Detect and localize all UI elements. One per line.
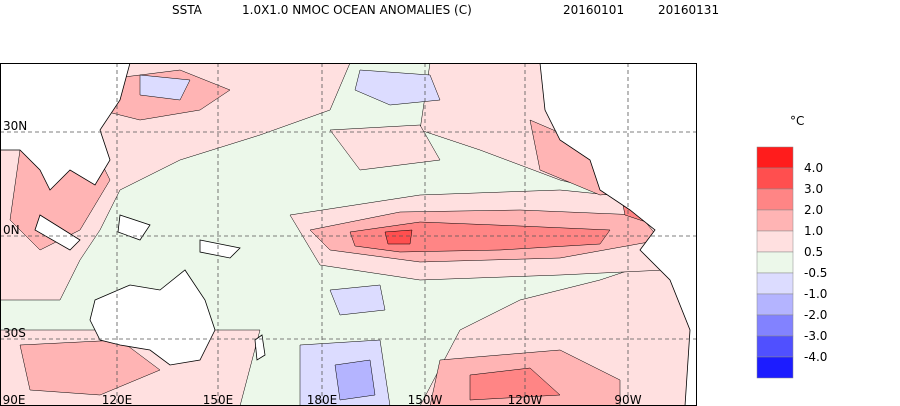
lon-label: 180E: [307, 393, 338, 406]
legend-swatch: [756, 251, 794, 274]
lon-label: 150W: [408, 393, 443, 406]
legend-label: 1.0: [804, 224, 823, 238]
axis-labels: 30N 0N 30S 90E 120E 150E 180E 150W 120W 90W: [3, 119, 642, 406]
grid: [0, 63, 697, 406]
legend-swatch: [756, 272, 794, 295]
legend-label: -4.0: [804, 350, 827, 364]
legend-label: 3.0: [804, 182, 823, 196]
lon-label: 120E: [102, 393, 133, 406]
map-title: 1.0X1.0 NMOC OCEAN ANOMALIES (C): [242, 3, 472, 17]
lon-label: 150E: [203, 393, 234, 406]
legend-swatch: [756, 230, 794, 253]
legend-swatch: [756, 293, 794, 316]
lat-label: 30N: [3, 119, 27, 133]
legend-label: -2.0: [804, 308, 827, 322]
title-row: SSTA 1.0X1.0 NMOC OCEAN ANOMALIES (C) 20…: [172, 3, 719, 17]
legend-label: -3.0: [804, 329, 827, 343]
lon-label: 90W: [614, 393, 641, 406]
legend-unit: °C: [790, 114, 804, 128]
legend-swatch: [756, 188, 794, 211]
field-name: SSTA: [172, 3, 203, 17]
lat-label: 30S: [3, 326, 26, 340]
legend-swatch: [756, 335, 794, 358]
start-date: 20160101: [563, 3, 624, 17]
legend-label: 2.0: [804, 203, 823, 217]
legend-swatch: [756, 356, 794, 379]
lon-label: 120W: [508, 393, 543, 406]
end-date: 20160131: [658, 3, 719, 17]
legend-swatch: [756, 209, 794, 232]
lon-label: 90E: [3, 393, 26, 406]
legend-swatch: [756, 146, 794, 169]
legend-label: 4.0: [804, 161, 823, 175]
legend-swatch: [756, 167, 794, 190]
legend-swatch: [756, 314, 794, 337]
legend: 4.0 3.0 2.0 1.0 0.5 -0.5 -1.0 -2.0 -3.0 -4.0: [756, 146, 827, 379]
map-area: [0, 63, 697, 406]
legend-label: -1.0: [804, 287, 827, 301]
legend-label: -0.5: [804, 266, 827, 280]
lat-label: 0N: [3, 223, 20, 237]
legend-label: 0.5: [804, 245, 823, 259]
